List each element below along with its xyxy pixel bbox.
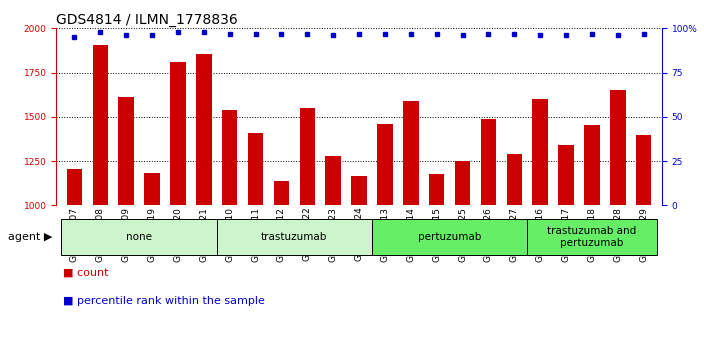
Bar — [170, 62, 186, 354]
Text: trastuzumab and
pertuzumab: trastuzumab and pertuzumab — [547, 226, 636, 248]
Bar — [217, 219, 372, 255]
Bar — [118, 97, 134, 354]
Bar — [196, 54, 212, 354]
Bar — [584, 125, 600, 354]
Text: ■ count: ■ count — [63, 268, 109, 278]
Bar — [372, 219, 527, 255]
Text: GDS4814 / ILMN_1778836: GDS4814 / ILMN_1778836 — [56, 13, 238, 27]
Bar — [481, 119, 496, 354]
Bar — [325, 156, 341, 354]
Bar — [248, 133, 263, 354]
Bar — [403, 101, 419, 354]
Bar — [274, 181, 289, 354]
Bar — [67, 169, 82, 354]
Bar — [455, 161, 470, 354]
Text: agent ▶: agent ▶ — [8, 232, 53, 242]
Bar — [92, 45, 108, 354]
Bar — [506, 154, 522, 354]
Bar — [377, 124, 393, 354]
Bar — [558, 145, 574, 354]
Bar — [636, 135, 651, 354]
Text: ■ percentile rank within the sample: ■ percentile rank within the sample — [63, 296, 265, 307]
Bar — [429, 175, 444, 354]
Bar — [144, 173, 160, 354]
Text: pertuzumab: pertuzumab — [418, 232, 482, 242]
Text: none: none — [126, 232, 152, 242]
Bar — [532, 99, 548, 354]
Bar — [351, 176, 367, 354]
Bar — [610, 90, 626, 354]
Text: trastuzumab: trastuzumab — [261, 232, 327, 242]
Bar — [299, 108, 315, 354]
Bar — [61, 219, 217, 255]
Bar — [527, 219, 657, 255]
Bar — [222, 110, 237, 354]
